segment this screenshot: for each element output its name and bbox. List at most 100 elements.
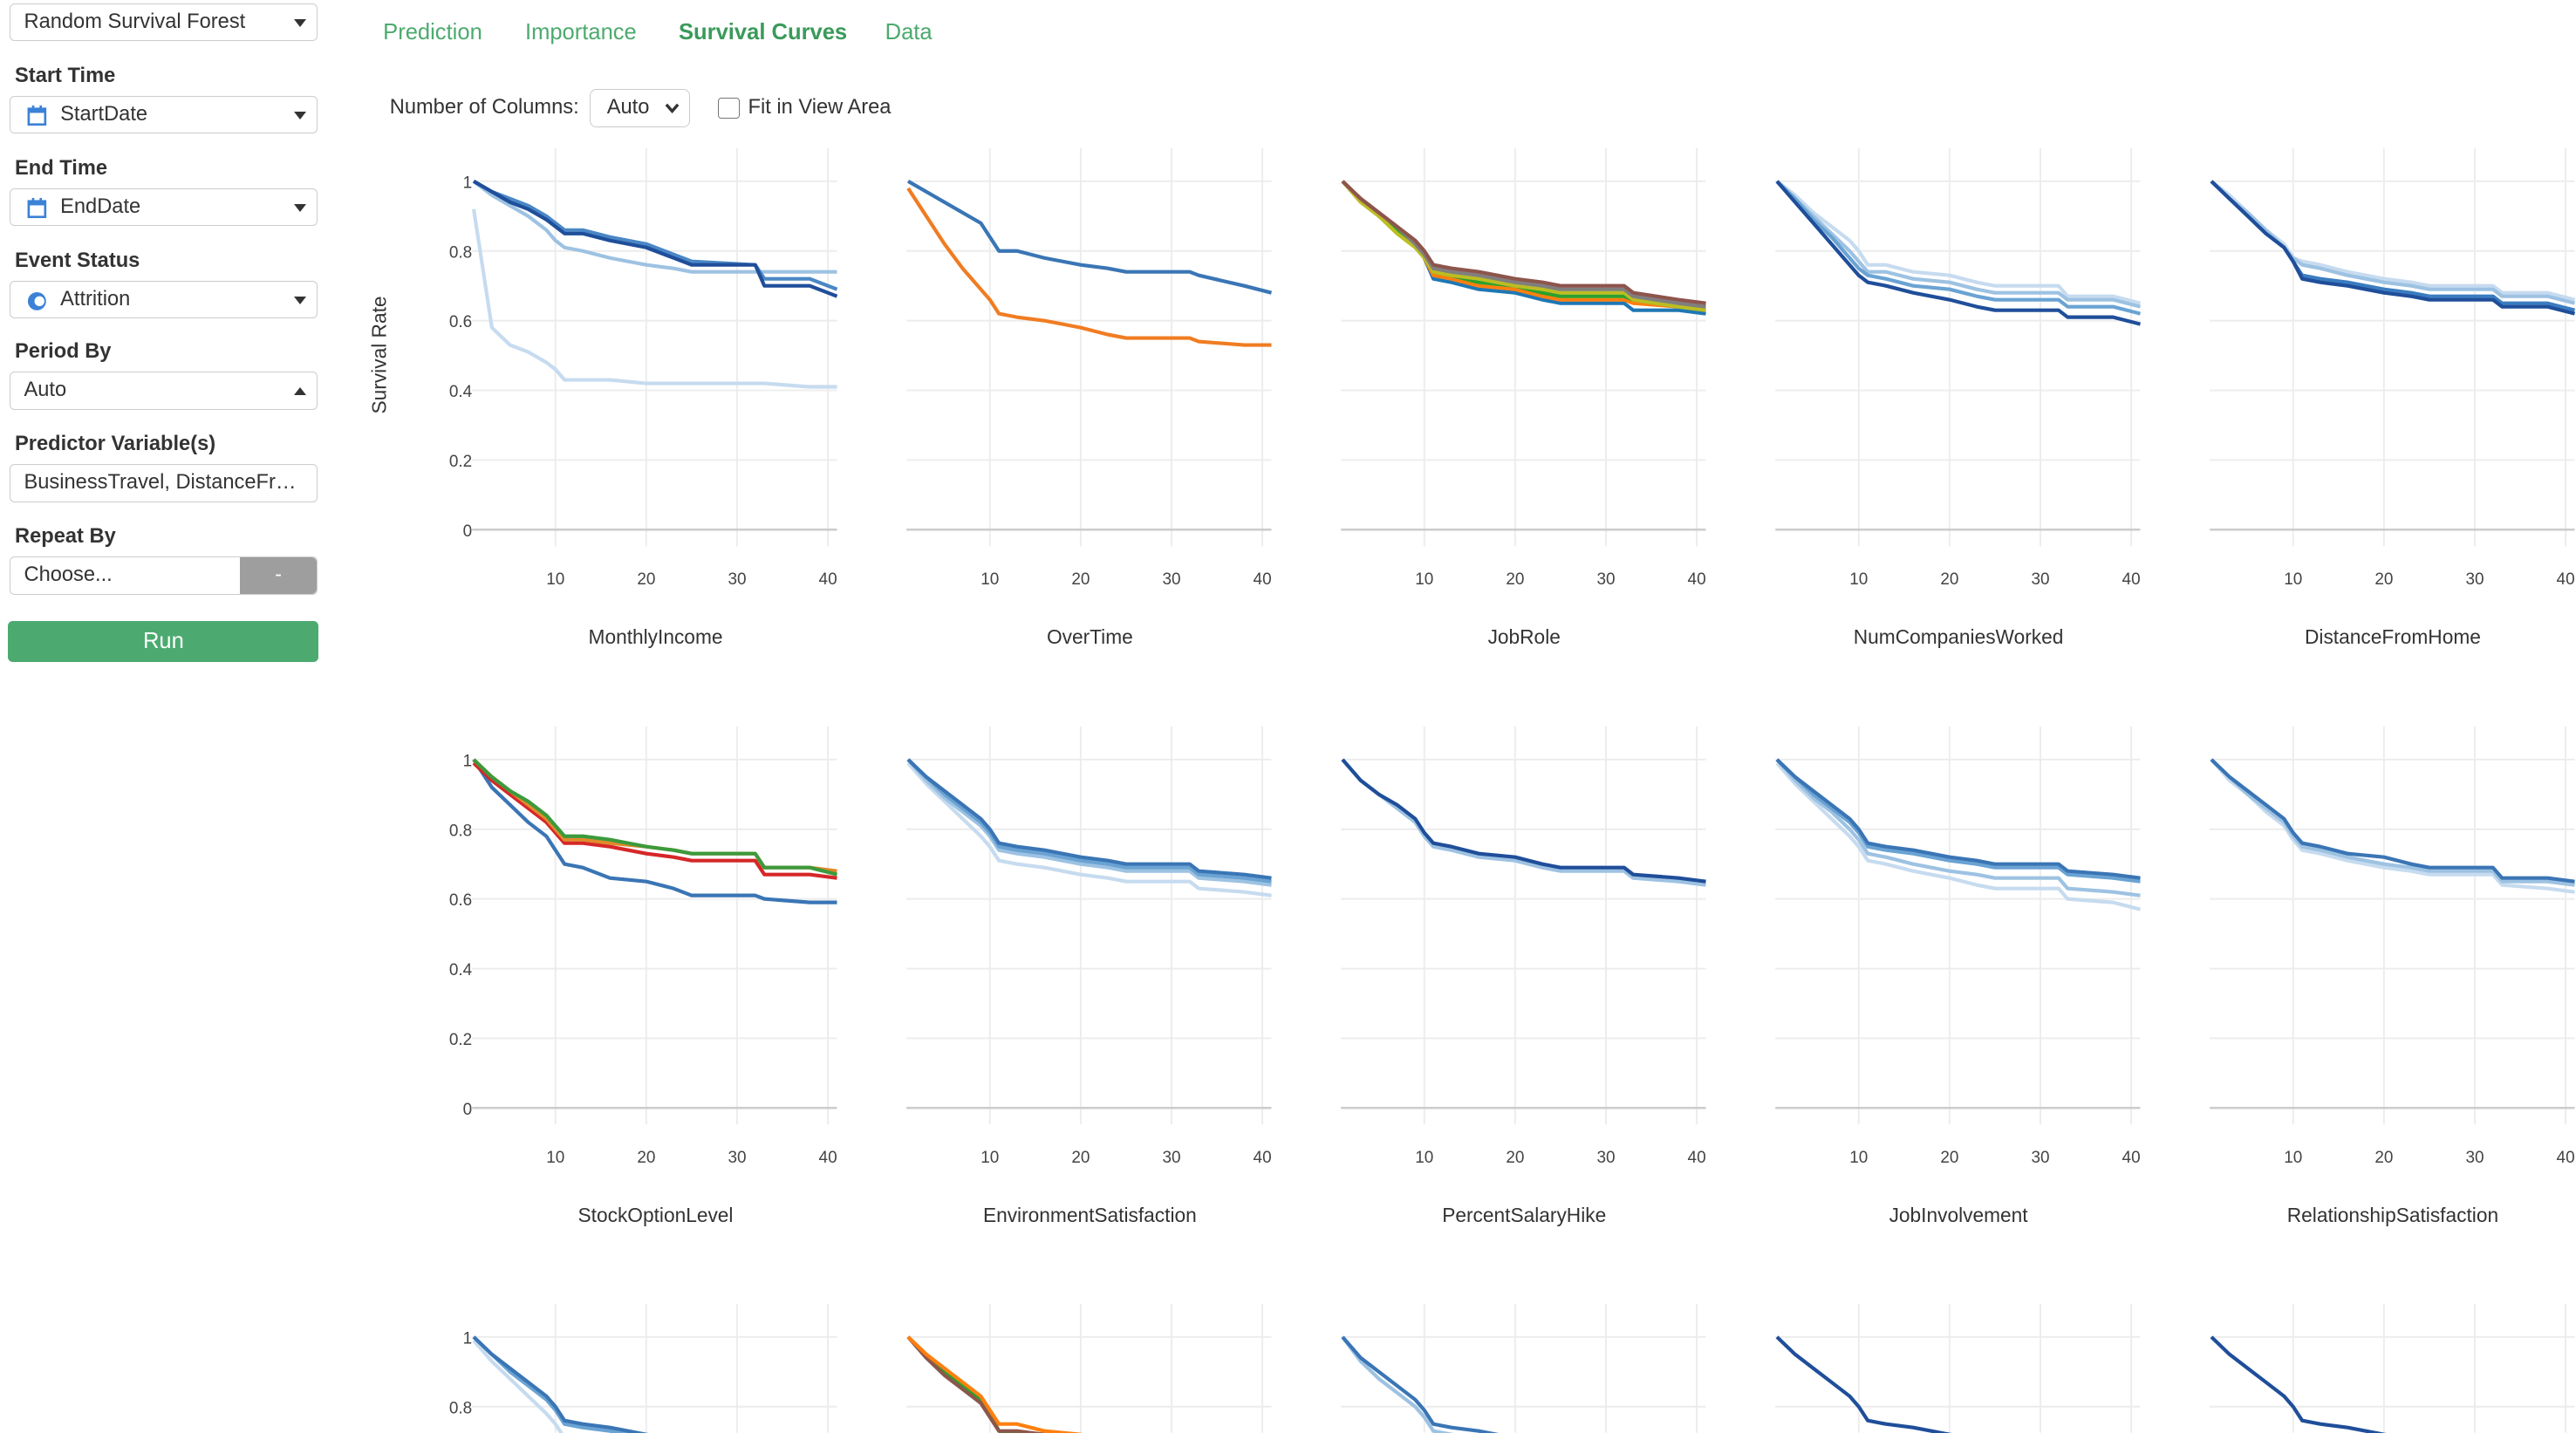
- x-tick-label: 40: [819, 570, 837, 589]
- survival-curve[interactable]: [472, 208, 837, 389]
- survival-chart: 10 20 30 40: [2209, 148, 2575, 589]
- survival-chart: [1341, 1304, 1706, 1440]
- predictor-label: Predictor Variable(s): [15, 432, 216, 455]
- survival-curve[interactable]: [906, 761, 1272, 897]
- survival-curve[interactable]: [472, 1335, 837, 1440]
- survival-curve[interactable]: [1775, 758, 2141, 897]
- y-tick-label: 0.4: [449, 383, 472, 401]
- x-tick-label: 20: [2374, 570, 2393, 589]
- columns-select[interactable]: Auto: [589, 89, 691, 127]
- run-button[interactable]: Run: [8, 620, 319, 663]
- x-tick-label: 20: [1940, 570, 1958, 589]
- survival-curve[interactable]: [473, 180, 838, 298]
- survival-curve[interactable]: [2210, 1335, 2574, 1440]
- survival-curve[interactable]: [2210, 758, 2575, 887]
- survival-curve[interactable]: [1775, 180, 2141, 317]
- survival-curve[interactable]: [1775, 1335, 2140, 1440]
- survival-curve[interactable]: [2210, 180, 2575, 306]
- end-time-label: End Time: [15, 156, 108, 180]
- survival-curve[interactable]: [472, 1335, 837, 1440]
- survival-chart: 0 0.2 0.4 0.6 0.8 1 10 20 30 40: [449, 148, 838, 589]
- caret-down-icon: [294, 111, 307, 119]
- survival-curve[interactable]: [2210, 758, 2575, 894]
- end-time-select[interactable]: EndDate: [10, 188, 318, 227]
- survival-curve[interactable]: [2210, 180, 2575, 313]
- survival-chart-panel: 0 0.2 0.4 0.6 0.8 1 10 20 30 40 StockOptionLevel: [413, 726, 847, 1255]
- survival-curve[interactable]: [1341, 758, 1706, 884]
- survival-curve[interactable]: [906, 758, 1272, 880]
- survival-curve[interactable]: [2210, 758, 2575, 884]
- survival-curve[interactable]: [2210, 180, 2575, 317]
- survival-curve[interactable]: [1775, 180, 2141, 306]
- fit-checkbox[interactable]: [718, 97, 741, 119]
- survival-chart: 10 20 30 40: [906, 148, 1273, 589]
- survival-chart: 10 20 30 40: [2209, 726, 2575, 1167]
- start-time-select[interactable]: StartDate: [10, 95, 318, 134]
- end-time-value: EndDate: [60, 195, 141, 218]
- tab-survival-curves[interactable]: Survival Curves: [679, 19, 848, 44]
- x-tick-label: 10: [2284, 1149, 2302, 1167]
- survival-curve[interactable]: [472, 758, 838, 877]
- survival-chart-panel: 10 20 30 40 DistanceFromHome: [2150, 148, 2576, 677]
- x-tick-label: 30: [1596, 570, 1615, 589]
- survival-curve[interactable]: [1775, 758, 2141, 884]
- survival-curve[interactable]: [473, 180, 837, 275]
- survival-curve[interactable]: [1341, 180, 1706, 306]
- survival-curve[interactable]: [1341, 180, 1706, 313]
- survival-curve[interactable]: [472, 1339, 837, 1440]
- survival-curve[interactable]: [472, 761, 838, 880]
- event-status-select[interactable]: Attrition: [10, 280, 318, 319]
- columns-label: Number of Columns:: [389, 95, 579, 119]
- survival-chart-panel: [1281, 1304, 1716, 1440]
- y-tick-label: 0.2: [449, 1031, 472, 1049]
- y-tick-label: 0: [463, 1101, 473, 1119]
- survival-chart: 0.81: [449, 1304, 837, 1440]
- survival-curve[interactable]: [1341, 758, 1706, 887]
- x-tick-label: 30: [2031, 1149, 2049, 1167]
- survival-curve[interactable]: [472, 758, 837, 904]
- tab-prediction[interactable]: Prediction: [383, 19, 482, 44]
- x-tick-label: 20: [1506, 570, 1524, 589]
- survival-chart-panel: 10 20 30 40 EnvironmentSatisfaction: [847, 726, 1281, 1255]
- x-tick-label: 10: [546, 1149, 564, 1167]
- survival-curve[interactable]: [1775, 180, 2141, 310]
- tab-data[interactable]: Data: [885, 19, 933, 44]
- x-tick-label: 40: [819, 1149, 837, 1167]
- survival-curve[interactable]: [907, 180, 1273, 296]
- repeat-by-clear-button[interactable]: -: [240, 556, 317, 594]
- survival-curve[interactable]: [1775, 758, 2141, 880]
- survival-chart: [2209, 1304, 2575, 1440]
- y-tick-label: 1: [463, 174, 473, 193]
- y-tick-label: 0.6: [449, 314, 472, 332]
- survival-curve[interactable]: [906, 1335, 1271, 1440]
- x-tick-label: 20: [2374, 1149, 2393, 1167]
- survival-curve[interactable]: [906, 188, 1272, 348]
- predictor-input[interactable]: BusinessTravel, DistanceFr…: [10, 463, 318, 502]
- repeat-by-select[interactable]: Choose... -: [10, 556, 318, 595]
- survival-curve[interactable]: [1341, 180, 1706, 313]
- x-tick-label: 30: [1596, 1149, 1615, 1167]
- survival-chart-panel: 10 20 30 40 JobInvolvement: [1716, 726, 2150, 1255]
- calendar-icon: [27, 106, 47, 126]
- survival-curve[interactable]: [906, 758, 1272, 884]
- period-by-label: Period By: [15, 339, 112, 363]
- chart-title: JobRole: [1487, 625, 1561, 649]
- x-tick-label: 30: [2465, 570, 2484, 589]
- survival-curve[interactable]: [906, 758, 1272, 887]
- chart-title: PercentSalaryHike: [1442, 1203, 1607, 1226]
- survival-curve[interactable]: [1775, 761, 2141, 911]
- survival-curve[interactable]: [906, 1335, 1271, 1440]
- algorithm-select[interactable]: Random Survival Forest: [10, 3, 318, 42]
- survival-curve[interactable]: [1775, 180, 2141, 327]
- chart-title: StockOptionLevel: [577, 1203, 734, 1226]
- x-tick-label: 10: [1849, 570, 1868, 589]
- y-tick-label: 1: [463, 1330, 473, 1348]
- survival-chart-panel: 10 20 30 40 NumCompaniesWorked: [1716, 148, 2150, 677]
- survival-curve[interactable]: [1341, 1335, 1705, 1440]
- tab-importance[interactable]: Importance: [524, 19, 637, 44]
- caret-up-icon: [294, 387, 307, 395]
- start-time-value: StartDate: [60, 102, 148, 126]
- period-by-select[interactable]: Auto: [10, 371, 318, 410]
